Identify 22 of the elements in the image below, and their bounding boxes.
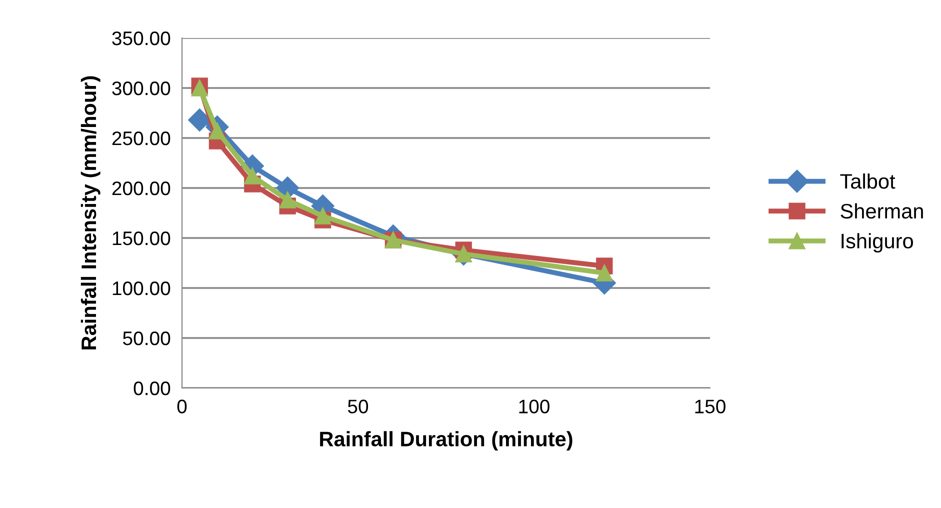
y-tick-label: 100.00 (112, 281, 170, 296)
y-tick-label: 200.00 (112, 181, 170, 196)
legend-label: Sherman (840, 203, 923, 219)
legend-label: Ishiguro (842, 233, 913, 253)
y-tick-label: 300.00 (112, 81, 170, 96)
point (596, 264, 613, 282)
point (244, 168, 261, 184)
point (455, 246, 472, 262)
x-tick-label: 50 (348, 400, 368, 414)
y-tick-label: 150.00 (112, 231, 170, 246)
x-tick-label: 150 (695, 400, 726, 414)
x-tick-label: 100 (519, 400, 550, 414)
y-tick-label: 50.00 (123, 331, 170, 346)
y-tick-label: 350.00 (112, 31, 170, 46)
legend-label: Talbot (840, 173, 896, 189)
point (279, 192, 296, 208)
y-tick-label: 250.00 (112, 131, 170, 146)
point (314, 208, 332, 224)
y-axis-title: Rainfall Intensity (mm/hour) (80, 76, 100, 350)
y-tick-label: 0.00 (134, 381, 170, 396)
x-tick-label: 0 (177, 400, 187, 414)
x-axis-title: Rainfall Duration (minute) (320, 431, 572, 451)
